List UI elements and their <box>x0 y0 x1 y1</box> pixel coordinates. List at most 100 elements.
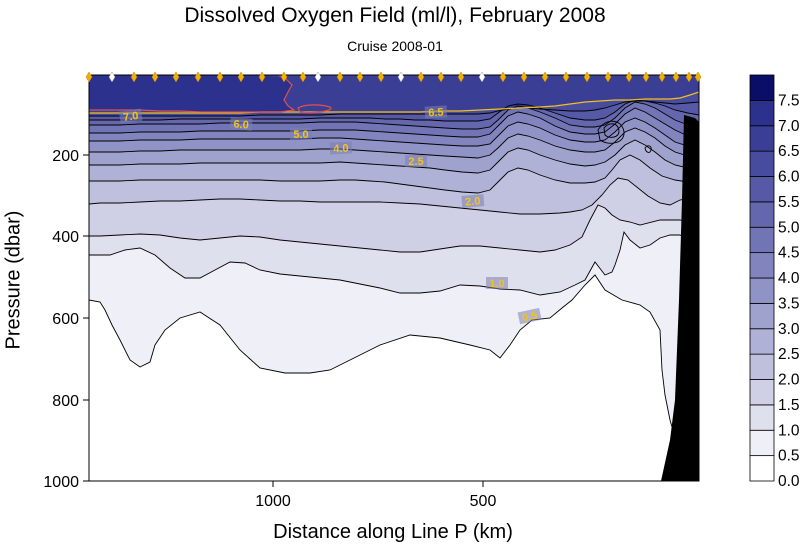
station-marker <box>625 71 633 83</box>
contour-line-2-0 <box>89 177 699 215</box>
contour-label-bg <box>461 194 485 208</box>
station-marker <box>237 71 245 83</box>
station-marker <box>85 71 93 83</box>
contour-line-0-5 <box>89 274 681 456</box>
colorbar-swatch <box>749 176 775 203</box>
band-7-0 <box>89 75 294 112</box>
contour-labels: 7.0 6.0 6.5 5.0 4.0 2.5 2.0 1.0 0.5 <box>118 105 542 325</box>
station-marker <box>194 71 202 83</box>
station-marker <box>299 71 307 83</box>
colorbar-tick-label: 3.5 <box>778 295 800 312</box>
station-marker <box>562 71 570 83</box>
station-marker <box>216 71 224 83</box>
x-axis <box>272 481 484 487</box>
station-marker <box>130 71 138 83</box>
colorbar-tick-label: 2.0 <box>778 372 800 389</box>
y-tick-label: 600 <box>52 311 79 328</box>
station-marker <box>499 71 507 83</box>
station-marker <box>108 71 116 83</box>
contour-label: 6.0 <box>233 118 249 131</box>
contour-label: 0.5 <box>521 310 538 325</box>
contour-lines <box>89 99 699 456</box>
colorbar-swatch <box>749 150 775 177</box>
colorbar-tick-label: 1.0 <box>778 422 800 439</box>
colorbar-swatch <box>749 74 775 101</box>
station-marker <box>478 71 486 83</box>
station-marker <box>314 71 322 83</box>
chart-subtitle: Cruise 2008-01 <box>347 38 443 54</box>
contour-label-bg <box>118 108 143 124</box>
colorbar-swatch <box>749 226 775 254</box>
contour-label-bg <box>290 128 312 140</box>
colorbar-tick-label: 0.5 <box>778 448 800 465</box>
colorbar-tick-label: 4.5 <box>778 245 800 262</box>
contour-label-bg <box>229 117 253 131</box>
station-marker <box>356 71 364 83</box>
colorbar-tick-label: 2.5 <box>778 346 800 363</box>
station-marker <box>172 71 180 83</box>
contour-line-5-5 <box>89 99 699 122</box>
bathymetry <box>661 115 699 481</box>
contour-line-1-5 <box>89 204 699 253</box>
contour-label-bg <box>517 307 542 325</box>
y-tick-label: 800 <box>52 393 79 410</box>
contour-label-bg <box>329 141 353 155</box>
colorbar-swatch <box>749 277 775 304</box>
x-tick-label: 1000 <box>255 493 291 510</box>
contour-line-6-0 <box>89 100 699 117</box>
contour-line-5-0 <box>89 101 699 130</box>
x-tick-label: 500 <box>470 493 497 510</box>
station-marker <box>642 71 650 83</box>
contour-label: 4.0 <box>333 143 349 156</box>
plot-frame <box>88 74 700 482</box>
contour-label: 6.5 <box>428 107 444 120</box>
station-marker <box>377 71 385 83</box>
y-axis <box>83 154 89 482</box>
station-marker <box>583 71 591 83</box>
station-marker <box>541 71 549 83</box>
contour-label: 2.5 <box>408 156 423 168</box>
station-marker <box>397 71 405 83</box>
y-tick-label: 1000 <box>43 474 79 491</box>
station-marker <box>520 71 528 83</box>
station-marker <box>604 71 612 83</box>
contour-line-4-0 <box>89 117 699 149</box>
colorbar-swatch <box>749 302 775 330</box>
station-marker <box>336 71 344 83</box>
colorbar-swatch <box>749 429 775 457</box>
colorbar-swatch <box>749 353 775 380</box>
colorbar-swatch <box>749 404 775 431</box>
station-marker <box>658 71 666 83</box>
station-marker <box>457 71 465 83</box>
eddy-loop-b <box>603 123 620 138</box>
colorbar-tick-label: 3.0 <box>778 321 800 338</box>
contour-line-7-0-inner <box>297 104 332 114</box>
station-marker <box>685 71 693 83</box>
colorbar-tick-label: 5.0 <box>778 219 800 236</box>
station-marker <box>280 71 288 83</box>
contour-label-bg <box>486 277 508 289</box>
chart-title: Dissolved Oxygen Field (ml/l), February … <box>184 4 606 27</box>
colorbar-swatch <box>749 125 775 152</box>
contour-line-2-5 <box>89 154 699 194</box>
contour-label: 5.0 <box>293 129 308 141</box>
colorbar-tick-label: 5.5 <box>778 194 800 211</box>
colorbar-swatch <box>749 455 775 482</box>
colorbar-swatch <box>749 201 775 228</box>
contour-line-1-0 <box>89 230 699 296</box>
contour-label-bg <box>424 105 448 119</box>
station-marker <box>417 71 425 83</box>
contour-field <box>89 75 699 481</box>
contour-label: 2.0 <box>465 195 481 208</box>
station-marker <box>258 71 266 83</box>
colorbar: 0.0 0.5 1.0 1.5 2.0 2.5 3.0 3.5 4.0 4.5 5.0 5.5 6.0 6… <box>749 74 800 490</box>
y-tick-label: 400 <box>52 229 79 246</box>
station-marker <box>694 71 702 83</box>
colorbar-swatch <box>749 379 775 406</box>
colorbar-tick-label: 4.0 <box>778 270 800 287</box>
station-marker <box>437 71 445 83</box>
station-marker <box>151 71 159 83</box>
colorbar-tick-label: 7.5 <box>778 92 800 109</box>
station-markers <box>85 71 702 83</box>
